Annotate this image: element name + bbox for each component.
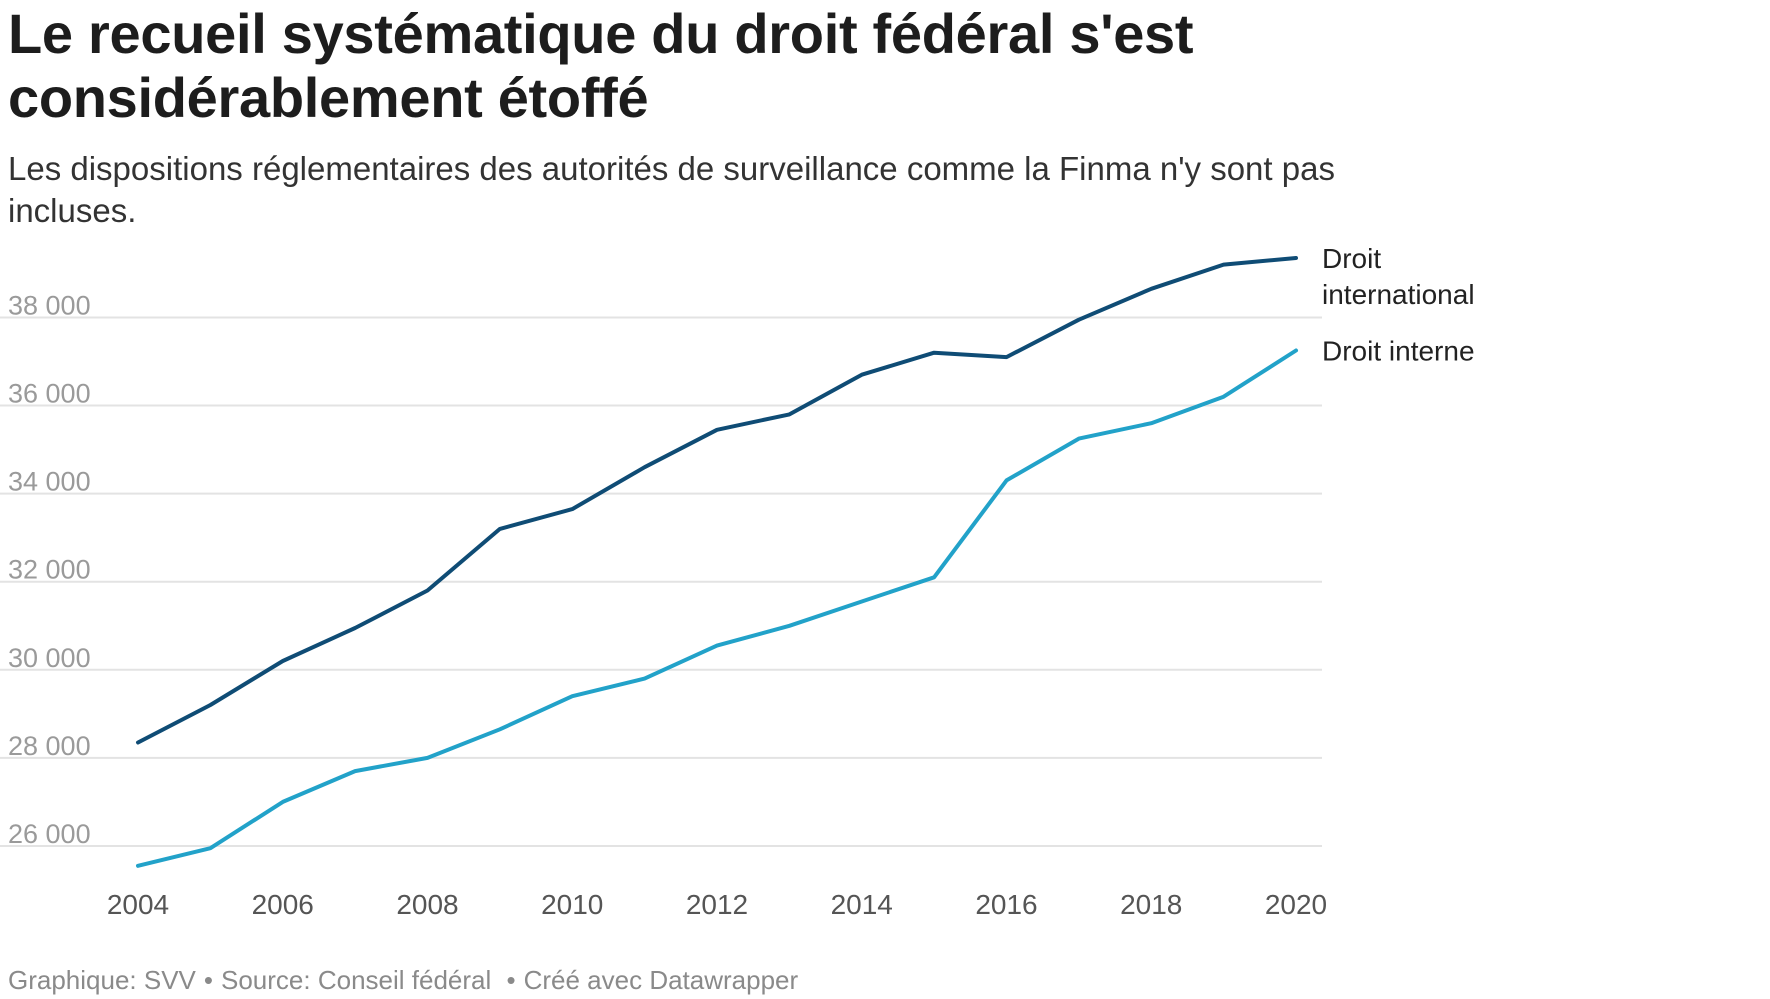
y-tick-label: 26 000 [8, 819, 91, 849]
series-label-text: Droit [1322, 243, 1381, 274]
footer-created-with: Créé avec Datawrapper [523, 965, 799, 995]
series-label-text: international [1322, 279, 1475, 310]
y-tick-label: 34 000 [8, 467, 91, 497]
y-axis-ticks: 26 000 28 000 30 000 32 000 34 000 36 000 38 0… [8, 290, 91, 849]
chart-subtitle: Les dispositions réglementaires des auto… [8, 150, 1335, 229]
series-lines [136, 256, 1298, 868]
x-tick-label: 2016 [975, 889, 1037, 920]
x-tick-label: 2008 [396, 889, 458, 920]
x-axis-ticks: 2004 2006 2008 2010 2012 2014 2016 2018 2020 [107, 889, 1327, 920]
x-tick-label: 2006 [252, 889, 314, 920]
footer-graphic-credit: Graphique: SVV [8, 965, 196, 995]
series-line-droit-international [136, 256, 1298, 745]
y-tick-label: 30 000 [8, 643, 91, 673]
x-tick-label: 2014 [831, 889, 893, 920]
series-labels: Droit international Droit interne [1322, 243, 1475, 366]
x-tick-label: 2004 [107, 889, 169, 920]
y-tick-label: 36 000 [8, 379, 91, 409]
series-label-text: Droit interne [1322, 336, 1475, 367]
x-tick-label: 2020 [1265, 889, 1327, 920]
chart-footer: Graphique: SVV • Source: Conseil fédéral •… [8, 965, 798, 995]
series-line-droit-interne [136, 348, 1298, 868]
gridlines [0, 316, 1322, 847]
x-tick-label: 2012 [686, 889, 748, 920]
footer-separator: • [203, 965, 213, 995]
y-tick-label: 38 000 [8, 290, 91, 320]
x-tick-label: 2010 [541, 889, 603, 920]
y-tick-label: 32 000 [8, 555, 91, 585]
footer-separator: • [499, 965, 516, 995]
y-tick-label: 28 000 [8, 731, 91, 761]
footer-source: Source: Conseil fédéral [221, 965, 492, 995]
x-tick-label: 2018 [1120, 889, 1182, 920]
chart-title: Le recueil systématique du droit fédéral… [8, 2, 1194, 129]
